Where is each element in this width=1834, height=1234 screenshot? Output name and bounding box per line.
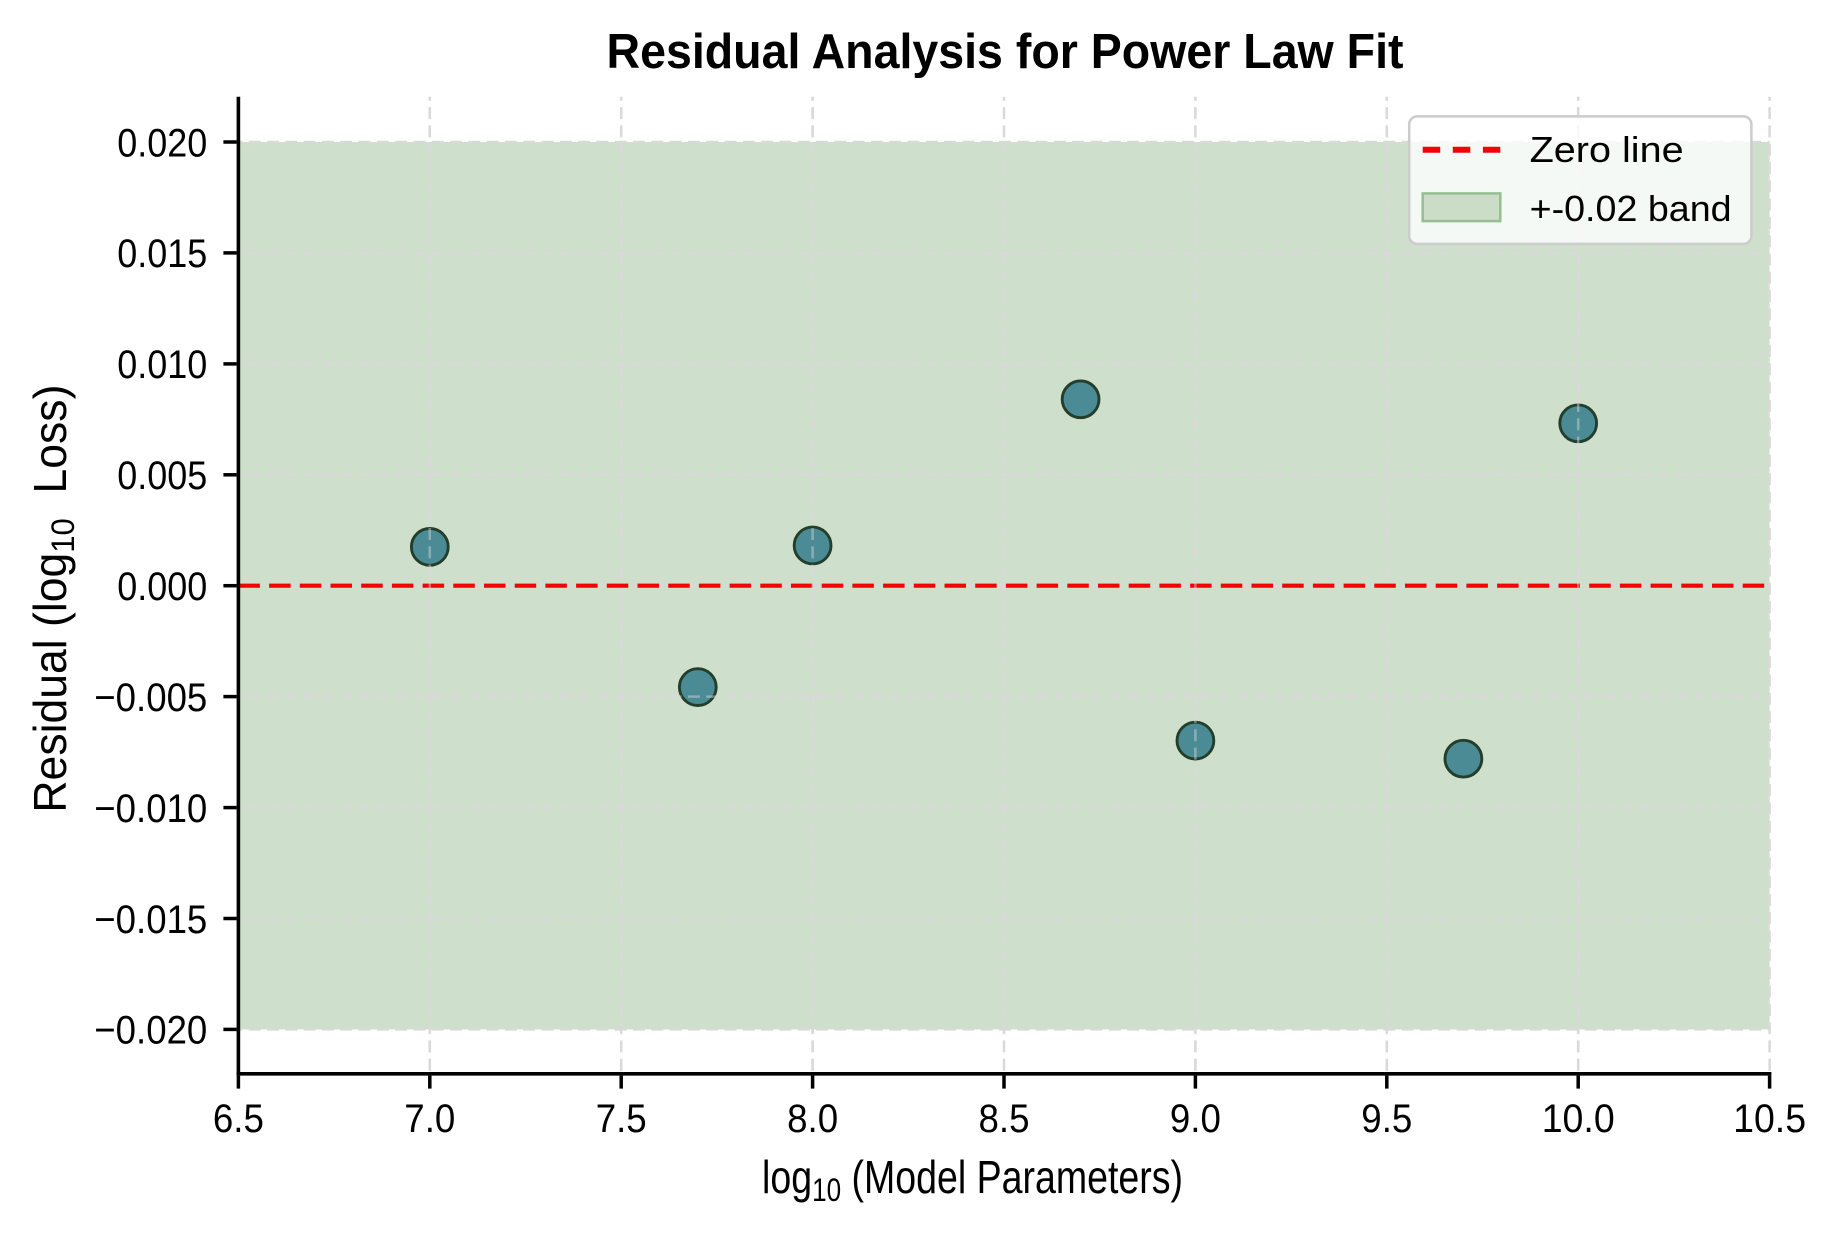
svg-text:8.5: 8.5 — [979, 1097, 1030, 1141]
svg-text:Residual Analysis for Power La: Residual Analysis for Power Law Fit — [607, 25, 1404, 79]
svg-text:−0.005: −0.005 — [94, 676, 207, 720]
svg-text:−0.010: −0.010 — [94, 787, 207, 831]
svg-text:−0.020: −0.020 — [94, 1009, 207, 1053]
svg-text:9.5: 9.5 — [1361, 1097, 1412, 1141]
svg-text:0.005: 0.005 — [117, 454, 207, 498]
svg-text:9.0: 9.0 — [1170, 1097, 1221, 1141]
svg-text:−0.015: −0.015 — [94, 898, 207, 942]
svg-text:7.5: 7.5 — [596, 1097, 647, 1141]
svg-text:10.0: 10.0 — [1542, 1097, 1615, 1141]
svg-text:+-0.02 band: +-0.02 band — [1530, 188, 1732, 229]
svg-text:Residual (log10 Loss): Residual (log10 Loss) — [24, 385, 81, 813]
svg-text:0.020: 0.020 — [117, 121, 207, 165]
svg-text:6.5: 6.5 — [213, 1097, 264, 1141]
svg-text:0.015: 0.015 — [117, 232, 207, 276]
svg-text:8.0: 8.0 — [787, 1097, 838, 1141]
svg-text:0.000: 0.000 — [117, 565, 207, 609]
svg-text:7.0: 7.0 — [404, 1097, 455, 1141]
svg-text:0.010: 0.010 — [117, 343, 207, 387]
svg-text:10.5: 10.5 — [1733, 1097, 1806, 1141]
svg-text:Zero line: Zero line — [1530, 129, 1684, 170]
